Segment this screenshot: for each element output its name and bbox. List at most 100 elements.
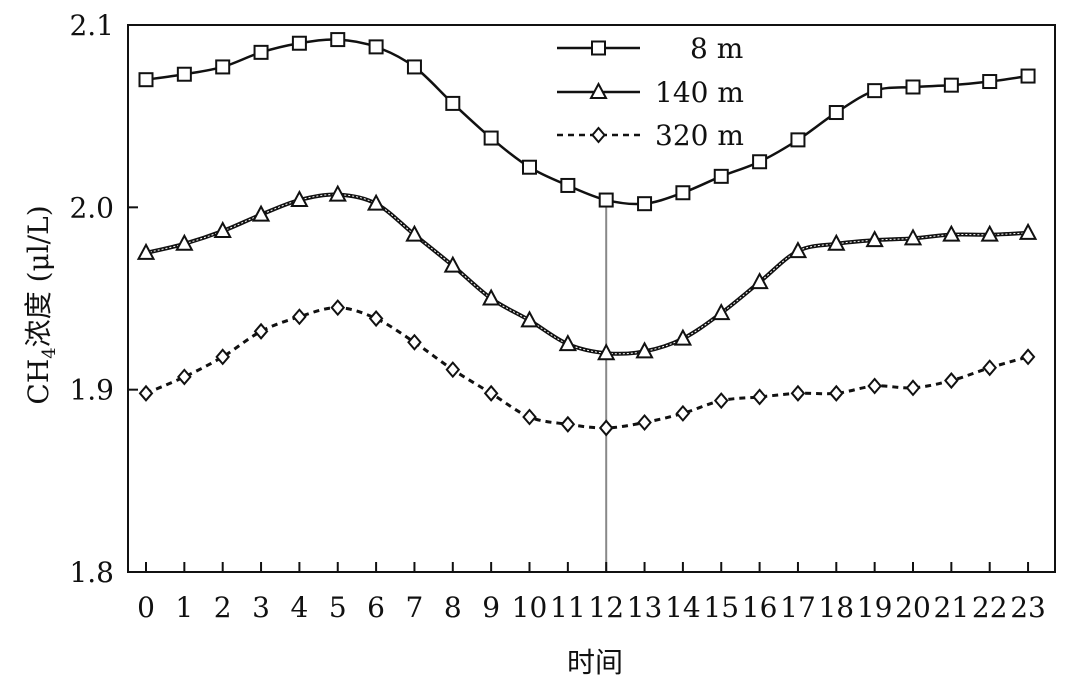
marker-diamond [407, 333, 422, 351]
marker-square [637, 196, 653, 212]
marker-diamond [253, 322, 269, 340]
marker-diamond [675, 404, 691, 422]
marker-square [905, 79, 921, 95]
marker-triangle [443, 255, 462, 273]
plot-frame [127, 24, 1056, 573]
x-axis-title: 时间 [567, 646, 623, 679]
x-tick-label: 6 [367, 591, 385, 624]
marker-triangle [136, 242, 156, 260]
marker-square [591, 40, 606, 56]
marker-square [138, 72, 154, 88]
marker-square [828, 105, 844, 121]
marker-triangle [366, 193, 386, 211]
marker-diamond [138, 384, 154, 402]
marker-square [330, 32, 346, 48]
marker-triangle [712, 302, 731, 321]
marker-triangle [481, 288, 501, 306]
marker-triangle [1018, 222, 1038, 240]
marker-square [943, 77, 959, 93]
marker-square [675, 185, 691, 201]
marker-square [176, 66, 192, 82]
series-8-m [138, 32, 1036, 212]
marker-diamond [1020, 348, 1036, 366]
marker-triangle [251, 204, 271, 222]
x-tick-label: 23 [1010, 591, 1046, 624]
marker-triangle [635, 341, 654, 359]
legend-item: 8 m [557, 32, 743, 65]
marker-square [253, 44, 269, 60]
x-tick-label: 0 [137, 591, 155, 624]
x-tick-label: 8 [444, 591, 462, 624]
x-tick-label: 13 [627, 591, 663, 624]
y-axis-title-subscript: 4 [39, 347, 60, 358]
marker-square [790, 132, 806, 148]
marker-diamond [522, 408, 537, 426]
x-tick-label: 2 [214, 591, 232, 624]
marker-triangle [213, 220, 232, 239]
marker-square [982, 74, 998, 90]
marker-square [406, 59, 422, 75]
marker-triangle [750, 271, 769, 290]
marker-diamond [330, 299, 346, 317]
series-line [145, 38, 1029, 206]
marker-triangle [827, 233, 846, 251]
marker-square [1020, 68, 1036, 84]
marker-diamond [752, 388, 767, 406]
x-tick-label: 12 [588, 591, 624, 624]
y-tick-label: 2.1 [69, 9, 114, 42]
legend-label: 320 m [655, 119, 744, 152]
x-tick-label: 14 [665, 591, 701, 624]
axes: 1.81.92.02.10 1 2 3 4 5 6 7 8 9 10 11 12 13 14 15 16 17 18… [69, 9, 1056, 624]
marker-square [598, 192, 614, 208]
marker-triangle [589, 81, 608, 99]
marker-diamond [828, 384, 844, 402]
marker-triangle [673, 328, 693, 346]
x-tick-label: 9 [482, 591, 500, 624]
marker-triangle [865, 230, 884, 248]
series-line [145, 192, 1029, 356]
marker-diamond [177, 368, 192, 386]
y-tick-label: 1.9 [69, 374, 114, 407]
marker-diamond [905, 379, 921, 397]
series-line-inner [145, 193, 1029, 355]
x-tick-label: 5 [329, 591, 347, 624]
marker-diamond [944, 372, 959, 390]
x-tick-label: 17 [780, 591, 816, 624]
marker-diamond [445, 361, 461, 379]
marker-square [522, 159, 537, 175]
x-tick-label: 21 [934, 591, 970, 624]
legend-label: 8 m [690, 32, 743, 65]
series-320-m [138, 299, 1036, 437]
y-tick-label: 2.0 [69, 191, 114, 224]
marker-triangle [903, 228, 923, 246]
marker-triangle [980, 224, 999, 242]
marker-diamond [637, 413, 652, 432]
legend-item: 140 m [557, 76, 744, 109]
marker-diamond [713, 392, 729, 410]
marker-diamond [982, 359, 998, 377]
marker-triangle [405, 224, 424, 242]
x-tick-label: 18 [818, 591, 854, 624]
marker-diamond [598, 419, 614, 437]
legend-label: 140 m [655, 76, 744, 109]
marker-square [368, 39, 384, 55]
marker-square [867, 83, 883, 99]
marker-square [752, 154, 768, 170]
marker-diamond [215, 348, 231, 366]
y-axis-title-suffix: 浓度 (μl/L) [22, 205, 55, 347]
x-tick-label: 19 [857, 591, 893, 624]
y-tick-label: 1.8 [69, 556, 114, 589]
marker-triangle [942, 224, 961, 242]
marker-square [291, 35, 307, 51]
x-tick-label: 10 [512, 591, 548, 624]
marker-diamond [292, 308, 307, 326]
marker-triangle [520, 310, 539, 328]
marker-triangle [328, 184, 347, 202]
marker-square [713, 168, 729, 184]
series-line [145, 306, 1029, 430]
marker-square [215, 59, 231, 75]
legend: 8 m 140 m 320 m [557, 32, 744, 152]
marker-triangle [558, 333, 578, 352]
y-axis-title: CH4浓度 (μl/L) [22, 205, 60, 404]
marker-triangle [788, 240, 808, 259]
